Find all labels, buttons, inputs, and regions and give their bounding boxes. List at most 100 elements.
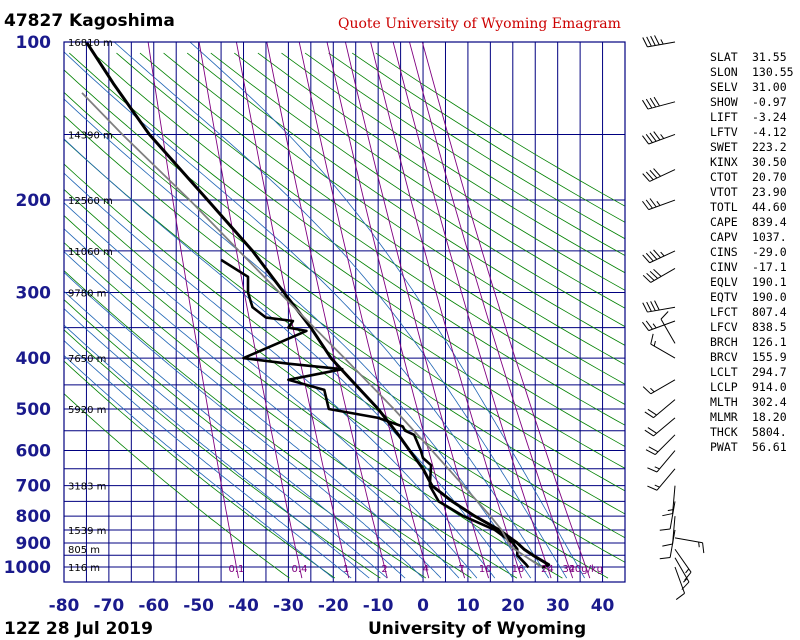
index-label: TOTL: [710, 200, 738, 214]
temperature-tick-label: -40: [228, 596, 259, 616]
index-value: 839.4: [752, 215, 787, 229]
moist-adiabat: [189, 42, 585, 579]
index-value: -3.24: [752, 110, 787, 124]
height-label: 7650 m: [68, 354, 106, 365]
barb-staff: [647, 306, 676, 313]
pressure-tick-label: 100: [16, 33, 52, 53]
wind-barb: [642, 300, 676, 313]
barb-flag: [653, 96, 660, 107]
plot-frame: [63, 41, 626, 583]
dry-adiabat: [186, 52, 625, 346]
barb-flag: [647, 427, 657, 434]
dry-adiabat: [69, 52, 625, 447]
pressure-tick-label: 300: [16, 283, 52, 303]
barb-staff: [656, 468, 676, 491]
barb-staff: [669, 501, 676, 530]
barb-staff: [650, 379, 676, 395]
sounding-profiles: [81, 42, 551, 569]
index-value: 5804.: [752, 425, 787, 439]
barb-flag: [642, 135, 650, 145]
wind-barb: [642, 131, 676, 145]
barb-flag: [646, 301, 652, 312]
moist-adiabat: [64, 308, 388, 579]
quote-credit: Quote University of Wyoming Emagram: [338, 16, 621, 32]
temperature-tick-label: -20: [318, 596, 349, 616]
mixing-ratio-label: 1: [343, 564, 349, 575]
parcel-profile: [81, 92, 543, 569]
index-label: SELV: [710, 80, 738, 94]
temperature-tick-label: -10: [363, 596, 394, 616]
temperature-profile: [85, 42, 551, 569]
barb-flag: [662, 513, 673, 517]
barb-staff: [653, 417, 676, 437]
mixing-ratio-line: [235, 42, 350, 579]
wind-barb: [647, 450, 676, 473]
moist-adiabat: [64, 98, 532, 579]
index-value: 294.7: [752, 365, 787, 379]
barb-flag: [642, 200, 650, 210]
barb-flag: [645, 320, 653, 330]
barb-flag: [653, 249, 661, 259]
barb-staff: [674, 548, 692, 573]
temperature-tick-label: 40: [591, 596, 615, 616]
index-value: 223.2: [752, 140, 787, 154]
barb-staff: [650, 343, 676, 359]
stability-indices-table: SLAT 31.55 SLON 130.55 SELV 31.00 SHOW -0.97 LIF…: [710, 50, 794, 454]
index-label: SLON: [710, 65, 738, 79]
barb-flag: [660, 311, 669, 320]
barb-flag: [649, 270, 659, 279]
wind-barb: [642, 320, 676, 332]
barb-half-flag: [698, 541, 700, 548]
dry-adiabat: [64, 215, 563, 579]
barb-staff: [674, 557, 690, 583]
mixing-ratio-line: [392, 42, 552, 579]
observation-time: 12Z 28 Jul 2019: [4, 619, 153, 639]
barb-flag: [645, 449, 656, 456]
barb-half-flag: [656, 201, 661, 206]
wind-barb: [642, 268, 676, 283]
barb-flag: [684, 571, 692, 581]
height-labels: 16810 m 14390 m 12560 m 11060 m 9780 m 7650 m…: [68, 38, 113, 574]
barb-staff: [647, 41, 676, 48]
moist-adiabat: [64, 202, 478, 579]
wind-barb: [645, 434, 676, 456]
barb-flag: [702, 542, 705, 554]
barb-flag: [649, 97, 657, 108]
mixing-ratio-label: 4: [423, 564, 429, 575]
dry-adiabat: [139, 52, 625, 385]
barb-flag: [645, 171, 654, 181]
pressure-tick-label: 1000: [4, 558, 51, 578]
mixing-ratio-label: 0.4: [292, 564, 308, 575]
pressure-tick-label: 500: [16, 400, 52, 420]
barb-staff: [674, 537, 703, 544]
barb-flag: [642, 386, 652, 395]
index-value: 190.1: [752, 275, 787, 289]
index-label: VTOT: [710, 185, 738, 199]
mixing-ratio-label: 40g/kg: [569, 564, 604, 575]
height-label: 11060 m: [68, 247, 113, 258]
mixing-ratio-line: [421, 42, 591, 579]
barb-flag: [648, 446, 659, 453]
mixing-ratio-line: [344, 42, 490, 579]
barb-staff: [669, 529, 676, 558]
barb-flag: [653, 131, 661, 141]
barb-flag: [654, 300, 660, 311]
index-value: 155.9: [752, 350, 787, 364]
barb-flag: [654, 35, 660, 46]
index-label: SLAT: [710, 50, 738, 64]
barb-staff: [648, 320, 676, 332]
pressure-tick-label: 600: [16, 442, 52, 462]
temperature-tick-label: 10: [456, 596, 480, 616]
wind-barb: [644, 417, 676, 437]
barb-staff: [672, 485, 676, 514]
mixing-ratio-line: [326, 42, 466, 579]
wind-barb: [674, 537, 705, 554]
index-label: CAPV: [710, 230, 738, 244]
temperature-tick-label: 20: [501, 596, 525, 616]
moist-adiabat: [64, 324, 370, 579]
barb-flag: [646, 272, 655, 281]
temperature-tick-label: 0: [417, 596, 429, 616]
barb-flag: [653, 168, 661, 177]
temperature-axis-labels: -80 -70 -60 -50 -40 -30 -20 -10 0 10 20 30 40: [49, 596, 615, 616]
